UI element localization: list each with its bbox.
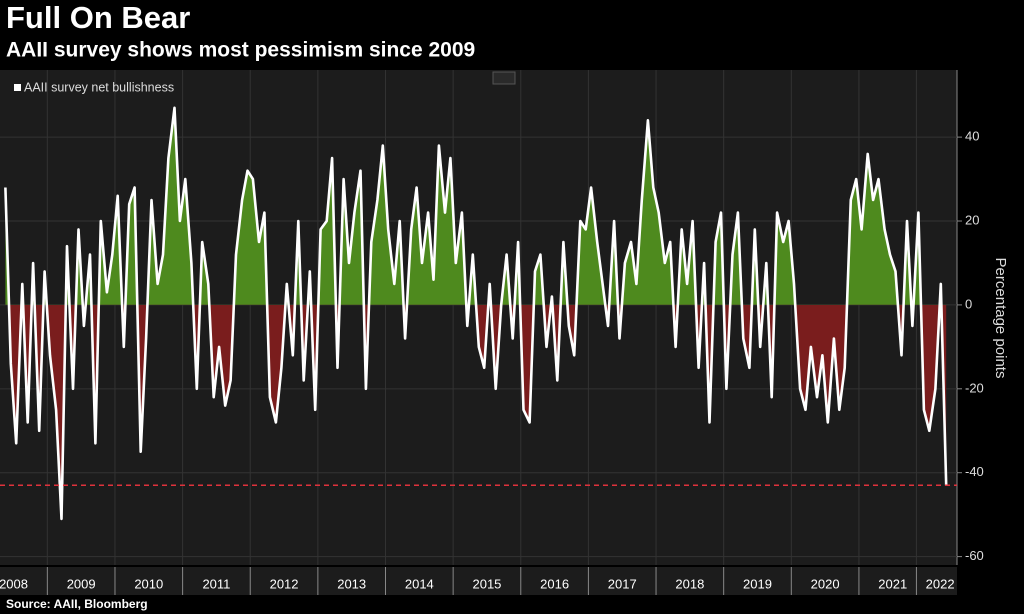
- x-tick-label: 2011: [202, 576, 230, 591]
- chart-subtitle: AAII survey shows most pessimism since 2…: [6, 39, 475, 62]
- x-tick-label: 2012: [270, 576, 299, 591]
- x-tick-label: 2013: [337, 576, 366, 591]
- y-tick-label: -60: [965, 548, 984, 563]
- source: Source: AAII, Bloomberg: [6, 597, 148, 611]
- x-tick-label: 2010: [134, 576, 163, 591]
- x-tick-label: 2016: [540, 576, 569, 591]
- area-above: [5, 107, 947, 305]
- chart-title: Full On Bear: [6, 0, 190, 35]
- x-tick-label: 2008: [0, 576, 28, 591]
- x-tick-label: 2015: [472, 576, 501, 591]
- legend-swatch: [14, 84, 21, 91]
- y-axis-label: Percentage points: [992, 258, 1009, 379]
- chart-menu-icon: [492, 71, 516, 85]
- x-tick-label: 2020: [811, 576, 840, 591]
- y-tick-label: 0: [965, 296, 972, 311]
- x-tick-label: 2018: [675, 576, 704, 591]
- x-tick-label: 2019: [743, 576, 772, 591]
- x-tick-label: 2009: [67, 576, 96, 591]
- y-tick-label: 40: [965, 129, 979, 144]
- x-axis-band: [0, 567, 957, 595]
- y-tick-label: -40: [965, 464, 984, 479]
- y-tick-label: -20: [965, 380, 984, 395]
- y-tick-label: 20: [965, 212, 979, 227]
- line: [4, 106, 948, 521]
- x-tick-label: 2014: [405, 576, 434, 591]
- x-tick-label: 2017: [608, 576, 637, 591]
- legend-label: AAII survey net bullishness: [24, 80, 174, 94]
- x-tick-label: 2022: [926, 576, 955, 591]
- x-tick-label: 2021: [878, 576, 907, 591]
